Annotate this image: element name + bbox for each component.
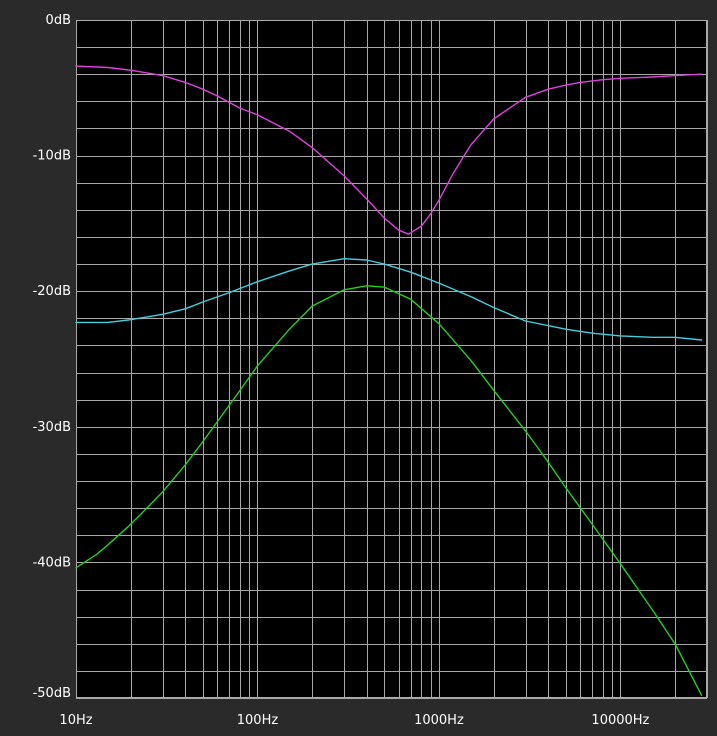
y-tick-label: -30dB xyxy=(33,420,71,435)
series-line-1 xyxy=(75,65,703,235)
y-tick-label: -20dB xyxy=(33,284,71,299)
x-tick-label: 10000Hz xyxy=(591,713,649,728)
series-line-3 xyxy=(75,285,703,696)
y-tick-label: -10dB xyxy=(33,149,71,164)
x-tick-label: 100Hz xyxy=(237,713,279,728)
x-tick-labels: 10Hz 100Hz 1000Hz 10000Hz xyxy=(59,713,649,728)
y-tick-label: -40dB xyxy=(33,555,71,570)
grid xyxy=(76,20,708,699)
x-tick-label: 1000Hz xyxy=(414,713,464,728)
x-tick-label: 10Hz xyxy=(59,713,92,728)
y-tick-label: -50dB xyxy=(33,686,71,701)
series-lines xyxy=(75,65,703,696)
y-tick-labels: 0dB -10dB -20dB -30dB -40dB -50dB xyxy=(33,13,71,701)
plot-background xyxy=(76,20,707,698)
series-line-2 xyxy=(75,258,703,341)
y-tick-label: 0dB xyxy=(46,13,71,28)
plot-frame xyxy=(76,20,707,698)
